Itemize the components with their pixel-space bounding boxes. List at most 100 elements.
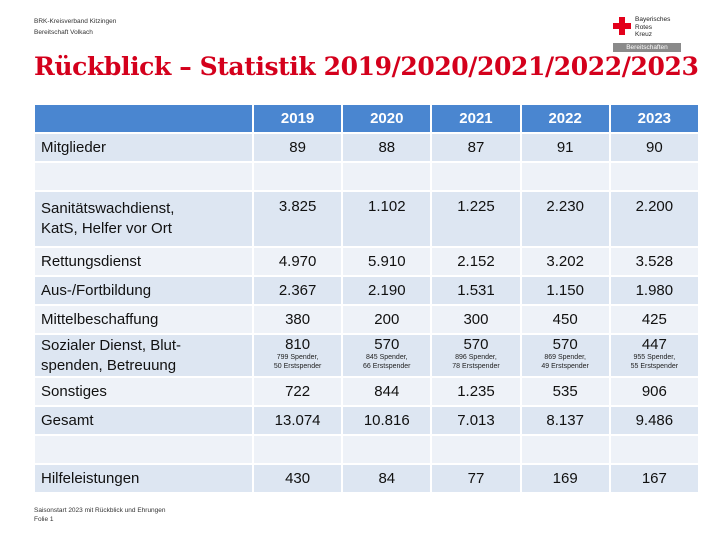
table-cell: 535 [519,376,611,407]
org-line-2: Bereitschaft Volkach [34,29,93,36]
table-cell: 1.225 [430,190,522,248]
brk-logo: Bayerisches Rotes Kreuz Bereitschaften [613,16,681,52]
table-cell: 7.013 [430,405,522,436]
cell-note-line-2: 78 Erstspender [452,363,500,370]
table-cell: 4.970 [251,246,344,277]
table-cell [430,161,522,192]
table-cell: 3.825 [251,190,344,248]
table-cell [430,434,522,465]
table-cell: 2.152 [430,246,522,277]
table-row: Mittelbeschaffung 380 200 300 450 425 [33,304,700,335]
table-row: Aus-/Fortbildung 2.367 2.190 1.531 1.150… [33,275,700,306]
org-line-1: BRK-Kreisverband Kitzingen [34,18,117,25]
spacer-row [33,434,700,465]
row-label: Mitglieder [33,132,254,163]
table-cell: 5.910 [341,246,433,277]
cell-note-line-1: 845 Spender, [365,354,408,361]
organization-block: BRK-Kreisverband Kitzingen Bereitschaft … [34,16,116,38]
table-row: Sozialer Dienst, Blut- spenden, Betreuun… [33,333,700,378]
table-cell: 300 [430,304,522,335]
table-cell: 169 [519,463,611,494]
table-cell: 2.200 [608,190,700,248]
table-cell: 3.202 [519,246,611,277]
table-cell [519,434,611,465]
row-label [33,161,254,192]
table-cell: 1.150 [519,275,611,306]
header-corner [33,103,254,134]
table-cell: 77 [430,463,522,494]
cell-note-line-2: 50 Erstspender [273,363,322,370]
table-cell: 87 [430,132,522,163]
table-cell: 200 [341,304,433,335]
table-cell: 88 [341,132,433,163]
table-cell: 1.102 [341,190,433,248]
table-cell: 13.074 [251,405,344,436]
year-header: 2021 [430,103,522,134]
cell-value: 810 [285,336,311,353]
row-label: Gesamt [33,405,254,436]
table-row: Sonstiges 722 844 1.235 535 906 [33,376,700,407]
table-row: Mitglieder 89 88 87 91 90 [33,132,700,163]
row-label: Sanitätswachdienst, KatS, Helfer vor Ort [33,190,254,248]
statistics-table: 2019 2020 2021 2022 2023 Mitglieder 89 8… [33,103,700,494]
table-cell: 425 [608,304,700,335]
cell-note-line-1: 869 Spender, [544,354,586,361]
table-cell [608,434,700,465]
logo-line-3: Kreuz [635,31,652,38]
page-title: Rückblick – Statistik 2019/2020/2021/202… [34,52,699,81]
table-cell: 1.235 [430,376,522,407]
table-cell: 1.980 [608,275,700,306]
row-label: Mittelbeschaffung [33,304,254,335]
table-cell: 10.816 [341,405,433,436]
table-cell: 844 [341,376,433,407]
slide-footer: Saisonstart 2023 mit Rückblick und Ehrun… [34,506,166,524]
table-cell: 380 [251,304,344,335]
table-cell [341,434,433,465]
table-cell [251,161,344,192]
table-row: Gesamt 13.074 10.816 7.013 8.137 9.486 [33,405,700,436]
cell-note-line-2: 66 Erstspender [363,363,411,370]
footer-line-1: Saisonstart 2023 mit Rückblick und Ehrun… [34,507,166,514]
table-cell [251,434,344,465]
table-cell: 2.367 [251,275,344,306]
cell-value: 570 [463,336,489,353]
table-cell: 3.528 [608,246,700,277]
table-row: Sanitätswachdienst, KatS, Helfer vor Ort… [33,190,700,248]
cell-value: 447 [641,336,667,353]
year-header: 2019 [251,103,344,134]
cell-note-line-1: 799 Spender, [276,354,319,361]
cell-note-line-1: 955 Spender, [633,354,676,361]
table-cell: 430 [251,463,344,494]
table-cell [608,161,700,192]
row-label-line-1: Sozialer Dienst, Blut- [41,336,182,354]
year-header: 2022 [519,103,611,134]
table-cell: 8.137 [519,405,611,436]
cell-note-line-2: 55 Erstspender [630,363,679,370]
table-cell: 570 845 Spender, 66 Erstspender [341,333,433,378]
logo-bar: Bereitschaften [613,43,681,52]
table-cell: 906 [608,376,700,407]
table-cell: 2.230 [519,190,611,248]
table-cell [341,161,433,192]
table-cell: 570 896 Spender, 78 Erstspender [430,333,522,378]
red-cross-icon [613,17,631,35]
footer-line-2: Folie 1 [34,516,54,523]
table-header-row: 2019 2020 2021 2022 2023 [33,103,700,134]
table-row: Rettungsdienst 4.970 5.910 2.152 3.202 3… [33,246,700,277]
table-cell: 84 [341,463,433,494]
table-cell: 89 [251,132,344,163]
table-cell: 167 [608,463,700,494]
spacer-row [33,161,700,192]
table-cell: 2.190 [341,275,433,306]
row-label: Aus-/Fortbildung [33,275,254,306]
row-label: Sonstiges [33,376,254,407]
table-cell: 91 [519,132,611,163]
table-cell: 810 799 Spender, 50 Erstspender [251,333,344,378]
row-label: Sozialer Dienst, Blut- spenden, Betreuun… [33,333,254,378]
year-header: 2020 [341,103,433,134]
logo-line-2: Rotes [635,23,652,31]
table-cell: 447 955 Spender, 55 Erstspender [608,333,700,378]
table-cell [519,161,611,192]
table-cell: 90 [608,132,700,163]
row-label: Hilfeleistungen [33,463,254,494]
